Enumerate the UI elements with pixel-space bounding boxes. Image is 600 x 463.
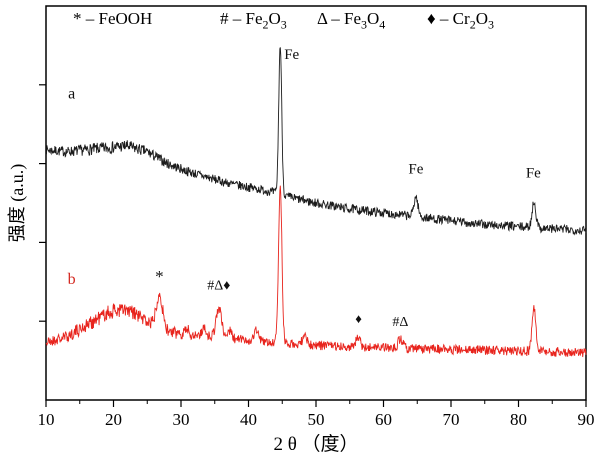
series-a	[45, 47, 587, 236]
annotation-b: b	[68, 271, 76, 288]
annotation-a: a	[68, 86, 75, 103]
x-tick-label: 60	[375, 410, 392, 429]
legend-item-0: * – FeOOH	[73, 9, 153, 28]
annotation-Fe: Fe	[408, 161, 423, 177]
legend-item-1: # – Fe2O3	[220, 9, 287, 32]
annotation-Fe: Fe	[284, 47, 299, 63]
annotation-♦: ♦	[355, 311, 362, 326]
annotation-#Δ: #Δ	[392, 315, 408, 330]
x-tick-label: 80	[510, 410, 527, 429]
legend-item-2: Δ – Fe3O4	[317, 9, 386, 32]
x-tick-label: 90	[578, 410, 595, 429]
x-tick-label: 10	[38, 410, 55, 429]
x-axis-label: 2 θ （度）	[273, 434, 359, 455]
annotation-*: *	[155, 267, 164, 286]
x-tick-label: 40	[240, 410, 257, 429]
x-tick-label: 50	[308, 410, 325, 429]
x-tick-label: 20	[105, 410, 122, 429]
legend-item-3: ♦ – Cr2O3	[427, 9, 494, 32]
x-tick-label: 30	[173, 410, 190, 429]
x-tick-label: 70	[443, 410, 460, 429]
series-b	[45, 185, 587, 358]
annotation-#Δ♦: #Δ♦	[207, 279, 230, 294]
annotation-Fe: Fe	[526, 165, 541, 181]
y-axis-label: 强度 (a.u.)	[7, 163, 27, 243]
